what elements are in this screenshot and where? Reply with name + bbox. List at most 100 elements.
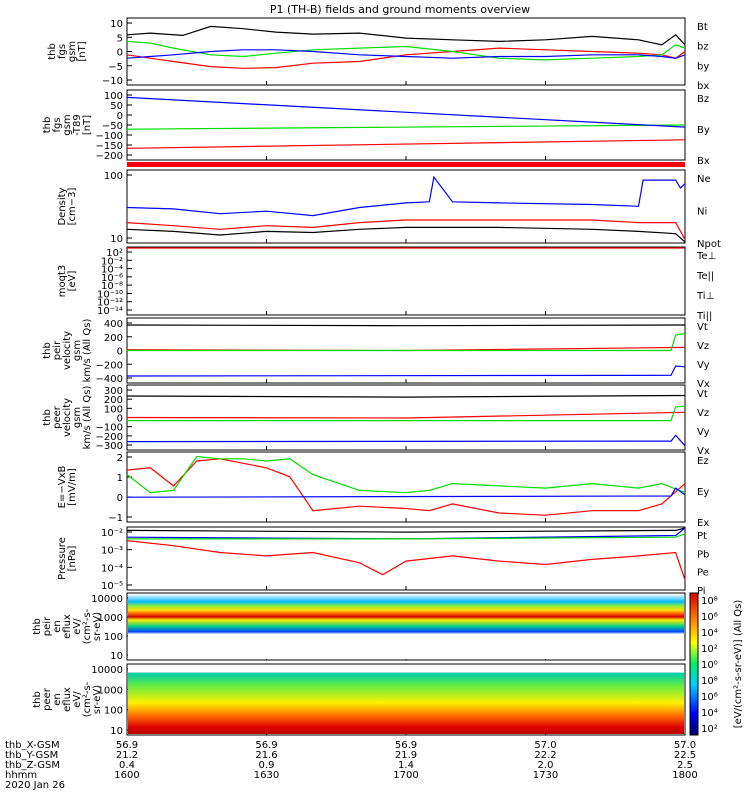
y-tick-label: −200: [96, 432, 123, 443]
legend-Vy: Vy: [697, 427, 710, 438]
y-tick-label: 10⁻¹⁰: [97, 289, 123, 300]
y-tick-label: 0: [117, 111, 123, 122]
axis-value: 0.9: [259, 760, 275, 771]
y-tick-label: 10⁻⁸: [101, 281, 123, 292]
legend-Bx: Bx: [697, 156, 710, 167]
series-Ey: [126, 455, 686, 494]
legend-Ti||: Ti||: [696, 311, 712, 322]
y-tick-label: 10⁻³: [101, 546, 123, 557]
legend-Bz: Bz: [697, 94, 709, 105]
y-tick-label: 10²: [106, 248, 123, 259]
y-tick-label: 100: [104, 91, 123, 102]
axis-value: 1700: [393, 770, 418, 781]
y-tick-label: 100: [104, 171, 123, 182]
series-Npot: [126, 175, 686, 217]
axis-value: 1.4: [398, 760, 414, 771]
panel-frame: [126, 89, 686, 161]
y-axis-label: thbfgsgsm[nT]: [47, 41, 88, 62]
series-Pi: [126, 527, 686, 540]
series-By: [126, 124, 686, 130]
y-tick-label: −5: [108, 62, 123, 73]
y-tick-label: 1000: [98, 613, 123, 624]
series-Pb: [126, 540, 686, 580]
colorbar-tick: 10⁰: [701, 660, 718, 671]
y-tick-label: −300: [96, 441, 123, 452]
series-Vx: [126, 434, 686, 447]
legend-Vt: Vt: [697, 322, 708, 333]
spectrogram: [128, 594, 684, 659]
legend-Te⊥: Te⊥: [696, 251, 716, 262]
axis-row-label: 2020 Jan 26: [5, 780, 65, 791]
series-Pt: [126, 527, 686, 533]
y-tick-label: −1: [108, 513, 123, 524]
series-Ez: [126, 458, 686, 516]
legend-Ey: Ey: [697, 487, 709, 498]
y-tick-label: −200: [96, 151, 123, 162]
y-tick-label: 5: [117, 33, 123, 44]
y-axis-label: Pressure[nPa]: [57, 537, 78, 580]
spectrogram: [128, 665, 684, 734]
series-Vt: [126, 394, 686, 398]
series-by: [126, 40, 686, 61]
y-axis-label: thbpeervelocitygsmkm/s (All Qs): [42, 386, 93, 450]
axis-value: 2.5: [677, 760, 693, 771]
y-tick-label: −100: [96, 131, 123, 142]
axis-value: 22.2: [534, 750, 556, 761]
panel-pressure: 10⁻² 10⁻³ 10⁻⁴ 10⁻⁵ Pressure[nPa] Pt Pb Pe Pi: [57, 526, 709, 597]
axis-value: 57.0: [674, 740, 696, 751]
legend-bx: bx: [697, 81, 709, 92]
colorbar-tick: 10²: [701, 724, 718, 735]
y-axis-label: thbpeirvelocitygsmkm/s (All Qs): [42, 319, 93, 383]
colorbar: 10⁸ 10⁶ 10⁴ 10² 10⁰ 10⁸ 10⁶ 10⁴ 10² [eV/(cm²-s-sr…: [689, 592, 744, 736]
y-tick-label: 10: [110, 651, 123, 662]
axis-value: 57.0: [534, 740, 556, 751]
y-axis-label: thbpeirenefluxeV/(cm²-s-sr-eV): [32, 608, 103, 644]
legend-Pt: Pt: [697, 531, 707, 542]
y-axis-label: thbpeerenefluxeV/(cm²-s-sr-eV): [32, 681, 103, 717]
axis-row-label: hhmm: [5, 770, 37, 781]
series-bx: [126, 49, 686, 59]
panel-fgs: 10 5 0 −5 −10 thbfgsgsm[nT] Bt bz by bx: [47, 17, 709, 92]
legend-Pe: Pe: [697, 568, 709, 579]
y-tick-label: 10⁻²: [101, 528, 123, 539]
y-tick-label: −200: [96, 360, 123, 371]
colorbar-tick: 10²: [701, 644, 718, 655]
series-Vt: [126, 324, 686, 327]
series-Pe: [127, 533, 686, 540]
y-tick-label: 10⁻¹⁴: [97, 306, 123, 317]
panel-frame: [126, 451, 686, 523]
series-Ni: [126, 226, 686, 243]
axis-row-label: thb_Z-GSM: [5, 760, 60, 771]
colorbar-gradient: [689, 592, 699, 736]
y-tick-label: 10: [110, 726, 123, 737]
series-Bz: [126, 139, 686, 149]
colorbar-tick: 10⁶: [701, 692, 718, 703]
y-tick-label: 10⁻⁴: [101, 563, 123, 574]
axis-value: 2.0: [538, 760, 554, 771]
y-tick-label: 0: [117, 48, 123, 59]
series-bz: [126, 47, 686, 69]
panel-density: 100 10 Density[cm−3] Ne Ni Npot: [57, 169, 721, 250]
axis-value: 56.9: [395, 740, 417, 751]
axis-value: 22.5: [674, 750, 696, 761]
panel-efield: 2 1 0 −1 E=−VxB[mV/m] Ez Ey Ex: [57, 451, 709, 529]
legend-Vt: Vt: [697, 389, 708, 400]
legend-Vy: Vy: [697, 360, 710, 371]
y-tick-label: 100: [104, 404, 123, 415]
y-tick-label: −50: [102, 121, 123, 132]
legend-Ti⊥: Ti⊥: [696, 291, 714, 302]
y-tick-label: −150: [96, 141, 123, 152]
axis-value: 1730: [533, 770, 558, 781]
legend-By: By: [697, 125, 710, 136]
axis-value: 0.4: [119, 760, 135, 771]
y-tick-label: −100: [96, 423, 123, 434]
colorbar-tick: 10⁴: [701, 708, 718, 719]
y-tick-label: −400: [96, 374, 123, 385]
y-tick-label: 10⁻⁴: [101, 265, 123, 276]
series-Bx: [126, 96, 686, 128]
panel-peer_vel: 3002001000−100−200−300thbpeervelocitygsm…: [42, 384, 710, 457]
axis-value: 1600: [114, 770, 139, 781]
